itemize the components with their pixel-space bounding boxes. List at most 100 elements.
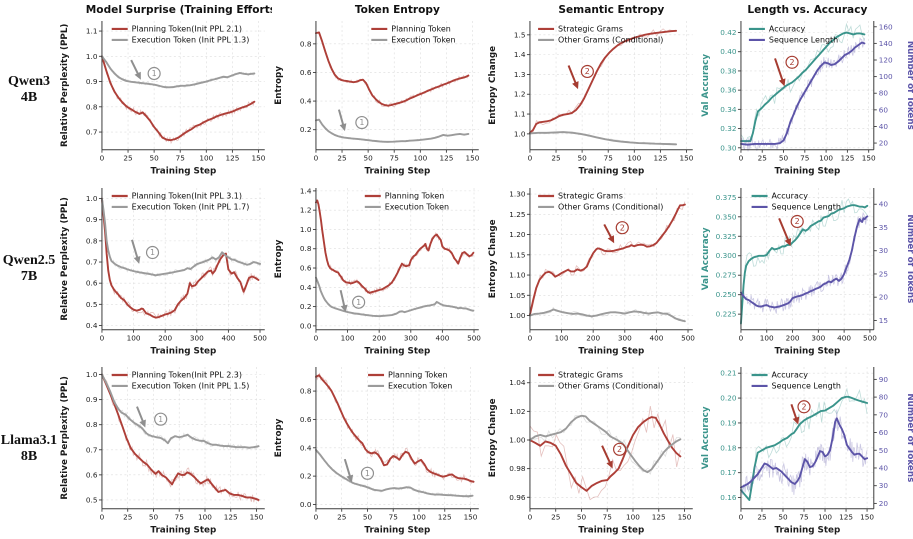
chart-qwen25-7b-semantic-entropy: 0 100 200 300 400 500 1.00 1.05 1.10 1.15 1.20 1.25…: [486, 180, 700, 360]
svg-text:Training Step: Training Step: [578, 346, 644, 356]
chart-qwen3-4b-semantic-entropy: 0 25 50 75 100 125 150 1.0 1.1 1.2 1.3 1.4 1.5 Traini…: [486, 0, 700, 180]
svg-text:0: 0: [100, 154, 105, 163]
svg-text:Planning Token(Init PPL 3.1): Planning Token(Init PPL 3.1): [132, 191, 242, 200]
svg-text:Val Accuracy: Val Accuracy: [701, 227, 711, 290]
svg-text:0: 0: [313, 513, 318, 522]
svg-text:150: 150: [860, 513, 874, 522]
svg-text:1.30: 1.30: [509, 189, 526, 198]
svg-text:100: 100: [818, 513, 832, 522]
svg-text:Token Entropy: Token Entropy: [355, 4, 440, 16]
svg-text:0.9: 0.9: [86, 395, 98, 404]
svg-text:100: 100: [199, 154, 213, 163]
svg-text:20: 20: [879, 499, 889, 508]
svg-text:Execution Token: Execution Token: [391, 36, 455, 45]
svg-text:90: 90: [879, 375, 889, 384]
svg-text:125: 125: [653, 154, 667, 163]
svg-text:100: 100: [760, 333, 774, 342]
chart-canvas: 0 100 200 300 400 500 0.0 0.2 0.4 0.6 0.8 1.0 1.2 1.4…: [274, 186, 481, 356]
svg-text:0.38: 0.38: [721, 66, 738, 75]
svg-text:1.5: 1.5: [513, 30, 525, 39]
svg-text:150: 150: [252, 154, 266, 163]
svg-text:Val Accuracy: Val Accuracy: [701, 406, 711, 469]
svg-text:100: 100: [127, 333, 141, 342]
svg-text:50: 50: [779, 513, 789, 522]
svg-text:0.7: 0.7: [86, 446, 98, 455]
model-size: 4B: [20, 89, 38, 105]
svg-text:1.20: 1.20: [509, 230, 526, 239]
svg-text:0.98: 0.98: [509, 464, 526, 473]
svg-text:Strategic Grams: Strategic Grams: [558, 25, 623, 34]
svg-text:Training Step: Training Step: [578, 526, 644, 536]
chart-qwen25-7b-token-entropy: 0 100 200 300 400 500 0.0 0.2 0.4 0.6 0.8 1.0 1.2 1.4…: [272, 180, 486, 360]
chart-qwen3-4b-model-surprise: 0 25 50 75 100 125 150 0.7 0.8 0.9 1.0 1.1 Training …: [58, 0, 272, 180]
svg-text:1: 1: [365, 469, 370, 478]
svg-text:0.30: 0.30: [721, 143, 738, 152]
svg-text:20: 20: [879, 139, 889, 148]
svg-text:30: 30: [879, 482, 889, 491]
svg-text:500: 500: [253, 333, 267, 342]
svg-text:Entropy: Entropy: [274, 419, 284, 458]
svg-text:Execution Token (Init PPL 1.5): Execution Token (Init PPL 1.5): [132, 382, 250, 391]
svg-text:0.96: 0.96: [509, 493, 526, 502]
chart-llama31-8b-semantic-entropy: 0 25 50 75 100 125 150 0.96 0.98 1.00 1.02 1.04 Trai…: [486, 359, 700, 539]
svg-text:0.375: 0.375: [716, 192, 737, 201]
svg-text:0.6: 0.6: [300, 415, 312, 424]
svg-text:Relative Perplexity (PPL): Relative Perplexity (PPL): [60, 24, 70, 147]
svg-text:1.00: 1.00: [509, 311, 526, 320]
svg-text:0.18: 0.18: [721, 444, 738, 453]
svg-text:150: 150: [679, 154, 693, 163]
svg-text:1: 1: [158, 415, 163, 424]
chart-llama31-8b-model-surprise: 0 25 50 75 100 125 150 0.5 0.6 0.7 0.8 0.9 1.0 Traini…: [58, 359, 272, 539]
svg-text:25: 25: [551, 154, 560, 163]
svg-text:0.7: 0.7: [86, 257, 98, 266]
svg-text:150: 150: [463, 513, 477, 522]
svg-text:400: 400: [649, 333, 663, 342]
svg-text:125: 125: [841, 154, 855, 163]
svg-text:150: 150: [862, 154, 876, 163]
svg-text:50: 50: [363, 154, 373, 163]
svg-text:50: 50: [879, 446, 889, 455]
svg-text:1.05: 1.05: [509, 290, 525, 299]
svg-text:140: 140: [879, 39, 893, 48]
chart-canvas: 0 100 200 300 400 500 1.00 1.05 1.10 1.15 1.20 1.25…: [487, 187, 695, 356]
svg-text:75: 75: [175, 513, 184, 522]
svg-text:0: 0: [739, 513, 744, 522]
svg-text:Training Step: Training Step: [364, 167, 430, 177]
svg-text:25: 25: [123, 513, 132, 522]
svg-text:0.5: 0.5: [86, 299, 98, 308]
svg-text:75: 75: [388, 513, 397, 522]
svg-text:Accuracy: Accuracy: [772, 371, 809, 380]
svg-text:1.0: 1.0: [86, 370, 98, 379]
svg-text:1.02: 1.02: [509, 407, 525, 416]
svg-text:200: 200: [158, 333, 172, 342]
chart-qwen3-4b-length-accuracy: 0 25 50 75 100 125 150 0.30 0.32 0.34 0.36 0.38 0.40…: [699, 0, 913, 180]
svg-text:0.36: 0.36: [721, 86, 738, 95]
svg-text:75: 75: [176, 154, 185, 163]
svg-text:Planning Token(Init PPL 2.1): Planning Token(Init PPL 2.1): [132, 25, 242, 34]
svg-text:Training Step: Training Step: [150, 346, 216, 356]
model-size: 8B: [20, 449, 38, 465]
chart-qwen25-7b-model-surprise: 0 100 200 300 400 500 0.4 0.5 0.6 0.7 0.8 0.9 1.0 Tra…: [58, 180, 272, 360]
row-label-qwen25-7b: Qwen2.5 7B: [0, 180, 58, 360]
svg-text:1: 1: [152, 69, 157, 78]
svg-text:Sequence Length: Sequence Length: [772, 202, 841, 211]
svg-text:120: 120: [879, 55, 893, 64]
svg-text:0: 0: [313, 154, 318, 163]
svg-text:500: 500: [863, 333, 877, 342]
svg-text:0.17: 0.17: [721, 468, 737, 477]
svg-text:125: 125: [839, 513, 853, 522]
svg-text:25: 25: [879, 269, 888, 278]
svg-text:100: 100: [879, 72, 893, 81]
svg-text:Training Step: Training Step: [775, 526, 841, 536]
svg-text:50: 50: [779, 154, 789, 163]
svg-text:500: 500: [681, 333, 695, 342]
svg-text:75: 75: [800, 513, 809, 522]
svg-text:0: 0: [527, 154, 532, 163]
svg-text:0.34: 0.34: [721, 105, 738, 114]
model-name: Qwen3: [8, 73, 50, 89]
svg-text:1.1: 1.1: [513, 110, 525, 119]
chart-llama31-8b-token-entropy: 0 25 50 75 100 125 150 0.0 0.2 0.4 0.6 0.8 Training …: [272, 359, 486, 539]
svg-text:40: 40: [879, 199, 889, 208]
svg-text:35: 35: [879, 223, 888, 232]
svg-text:1.04: 1.04: [509, 379, 526, 388]
